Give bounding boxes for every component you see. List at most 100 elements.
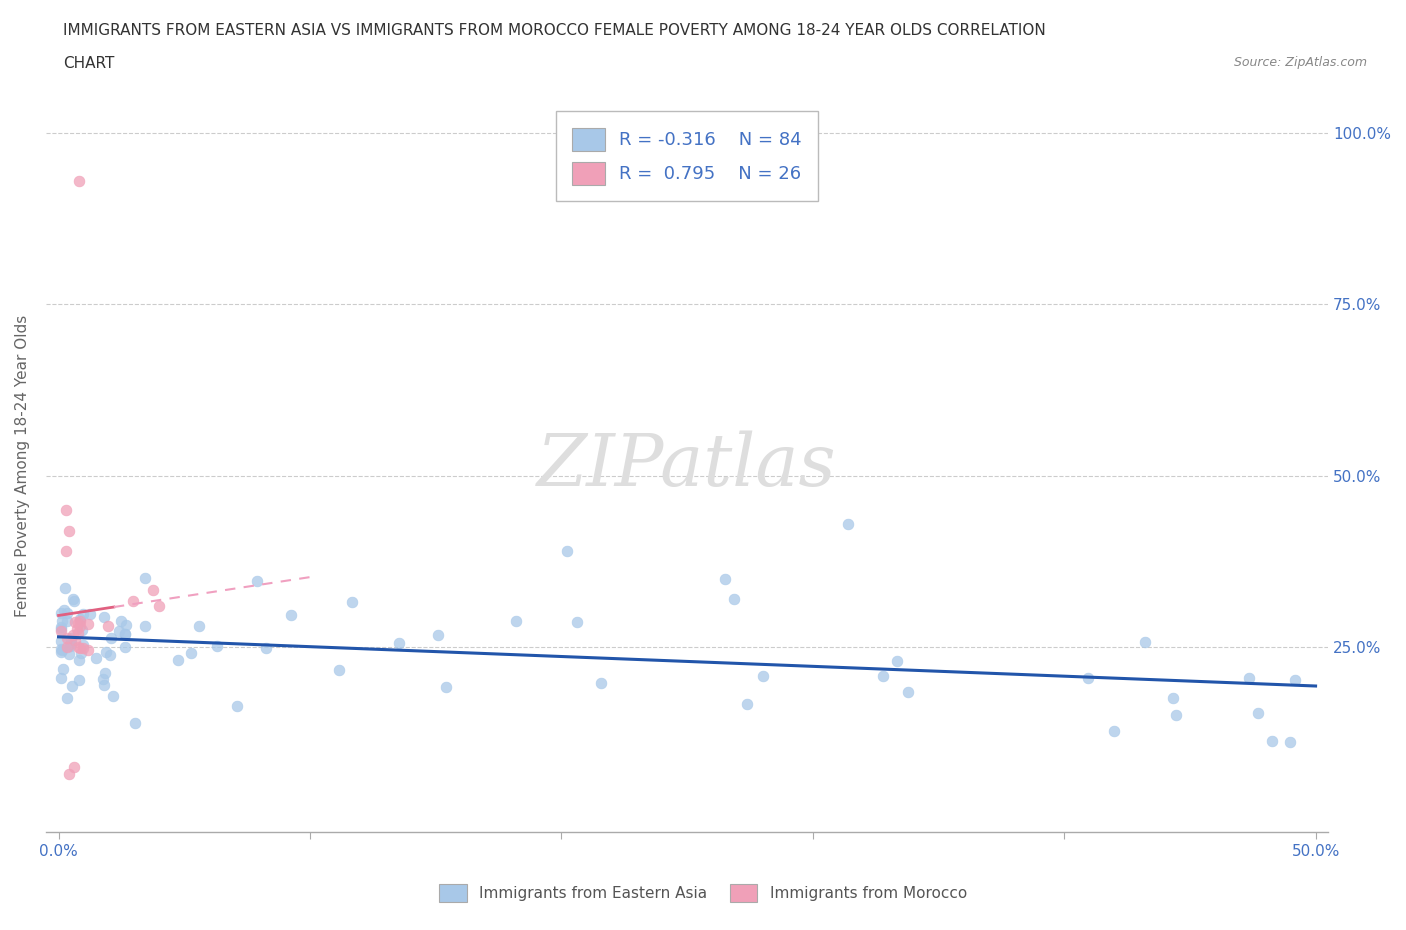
Point (723, 591, 745, 606)
Point (1284, 672, 1306, 687)
Point (66, 625, 89, 640)
Point (340, 594, 363, 609)
Point (49, 619, 72, 634)
Point (59, 631, 82, 645)
Point (62, 593, 84, 608)
Y-axis label: Female Poverty Among 18-24 Year Olds: Female Poverty Among 18-24 Year Olds (15, 314, 30, 617)
Point (897, 684, 920, 699)
Point (51, 642, 73, 657)
Point (67, 652, 90, 667)
Text: Source: ZipAtlas.com: Source: ZipAtlas.com (1233, 56, 1367, 69)
Point (63, 615, 86, 630)
Point (122, 594, 145, 609)
Point (1247, 706, 1270, 721)
Point (72, 637, 94, 652)
Point (56, 605, 79, 620)
Point (66, 622, 89, 637)
Point (114, 639, 136, 654)
Text: CHART: CHART (63, 56, 115, 71)
Point (1163, 691, 1185, 706)
Point (55, 544, 77, 559)
Point (427, 628, 450, 643)
Point (837, 516, 859, 531)
Point (124, 716, 146, 731)
Point (58, 646, 80, 661)
Point (505, 614, 527, 629)
Point (280, 607, 302, 622)
Point (67, 672, 90, 687)
Point (1133, 634, 1156, 649)
Point (225, 698, 247, 713)
Point (67, 639, 90, 654)
Point (97, 618, 120, 633)
Point (69, 614, 91, 629)
Point (69, 618, 91, 633)
Point (134, 618, 156, 633)
Point (53, 580, 76, 595)
Point (62, 591, 84, 606)
Point (98, 647, 121, 662)
Point (134, 570, 156, 585)
Point (166, 653, 188, 668)
Point (142, 582, 165, 597)
Point (56, 631, 79, 645)
Point (188, 618, 211, 633)
Point (1279, 735, 1302, 750)
Point (67, 174, 90, 189)
Point (714, 571, 737, 586)
Point (108, 624, 131, 639)
Point (735, 697, 758, 711)
Point (94, 644, 117, 659)
Point (591, 675, 613, 690)
Point (56, 640, 79, 655)
Text: ZIPatlas: ZIPatlas (537, 431, 837, 501)
Point (70, 645, 93, 660)
Point (59, 639, 82, 654)
Point (114, 627, 136, 642)
Point (67, 616, 90, 631)
Point (49, 633, 72, 648)
Point (246, 573, 269, 588)
Text: IMMIGRANTS FROM EASTERN ASIA VS IMMIGRANTS FROM MOROCCO FEMALE POVERTY AMONG 18-: IMMIGRANTS FROM EASTERN ASIA VS IMMIGRAN… (63, 23, 1046, 38)
Point (60, 636, 83, 651)
Point (72, 606, 94, 621)
Point (58, 766, 80, 781)
Point (110, 614, 132, 629)
Point (51, 643, 73, 658)
Point (1104, 724, 1126, 739)
Point (180, 645, 202, 660)
Point (76, 643, 98, 658)
Point (1164, 708, 1187, 723)
Point (434, 680, 457, 695)
Point (72, 640, 94, 655)
Point (751, 669, 773, 684)
Point (328, 663, 350, 678)
Point (70, 623, 93, 638)
Point (49, 621, 72, 636)
Point (388, 636, 411, 651)
Point (555, 544, 578, 559)
Point (148, 598, 170, 613)
Point (69, 611, 91, 626)
Point (77, 617, 100, 631)
Point (55, 690, 77, 705)
Point (51, 671, 73, 685)
Point (115, 618, 138, 632)
Point (1239, 671, 1261, 685)
Point (1261, 734, 1284, 749)
Point (63, 633, 86, 648)
Point (62, 760, 84, 775)
Legend: Immigrants from Eastern Asia, Immigrants from Morocco: Immigrants from Eastern Asia, Immigrants… (433, 878, 973, 909)
Point (53, 603, 76, 618)
Point (55, 503, 77, 518)
Point (886, 654, 908, 669)
Point (103, 689, 125, 704)
Point (205, 638, 228, 653)
Point (79, 606, 101, 621)
Point (91, 671, 114, 686)
Point (52, 662, 75, 677)
Point (69, 641, 91, 656)
Point (56, 614, 79, 629)
Point (60, 679, 83, 694)
Point (872, 668, 894, 683)
